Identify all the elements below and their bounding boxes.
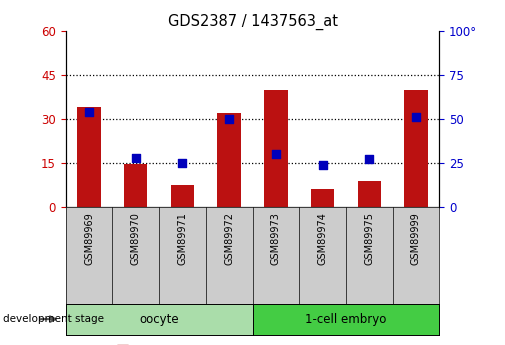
Point: [178, 160, 186, 166]
Point: [412, 115, 420, 120]
Bar: [264, 90, 287, 207]
Bar: [77, 107, 100, 207]
Text: GDS2387 / 1437563_at: GDS2387 / 1437563_at: [168, 14, 337, 30]
Bar: [171, 185, 194, 207]
Text: development stage: development stage: [3, 314, 104, 324]
Bar: [358, 181, 381, 207]
Point: [319, 162, 327, 168]
Bar: [124, 165, 147, 207]
Point: [365, 157, 373, 162]
Text: GSM89969: GSM89969: [84, 212, 94, 265]
Point: [85, 109, 93, 115]
Point: [225, 116, 233, 122]
Text: 1-cell embryo: 1-cell embryo: [305, 313, 387, 326]
Text: GSM89973: GSM89973: [271, 212, 281, 265]
Bar: [405, 90, 428, 207]
Bar: [218, 113, 241, 207]
Text: GSM89970: GSM89970: [131, 212, 141, 265]
Text: GSM89971: GSM89971: [177, 212, 187, 265]
Text: GSM89975: GSM89975: [364, 212, 374, 265]
Text: oocyte: oocyte: [139, 313, 179, 326]
Point: [132, 155, 140, 160]
Text: GSM89972: GSM89972: [224, 212, 234, 265]
Text: GSM89974: GSM89974: [318, 212, 328, 265]
Point: [272, 151, 280, 157]
Bar: [311, 189, 334, 207]
Text: GSM89999: GSM89999: [411, 212, 421, 265]
